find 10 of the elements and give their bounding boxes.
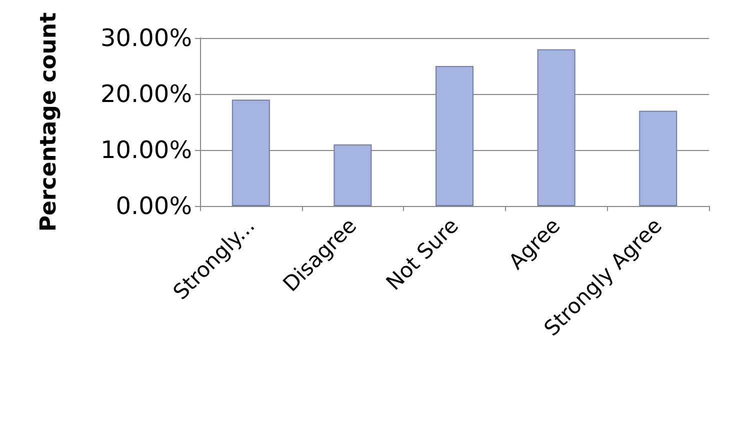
bar [334, 144, 372, 206]
y-axis-title: Percentage count [36, 12, 62, 232]
y-tick-label: 30.00% [100, 24, 192, 52]
bar [639, 110, 678, 206]
bar [537, 49, 576, 206]
bar [436, 66, 474, 206]
y-tick-label: 10.00% [100, 136, 192, 164]
bar [232, 100, 270, 206]
y-tick-label: 0.00% [116, 192, 192, 220]
y-tick-label: 20.00% [100, 80, 192, 108]
